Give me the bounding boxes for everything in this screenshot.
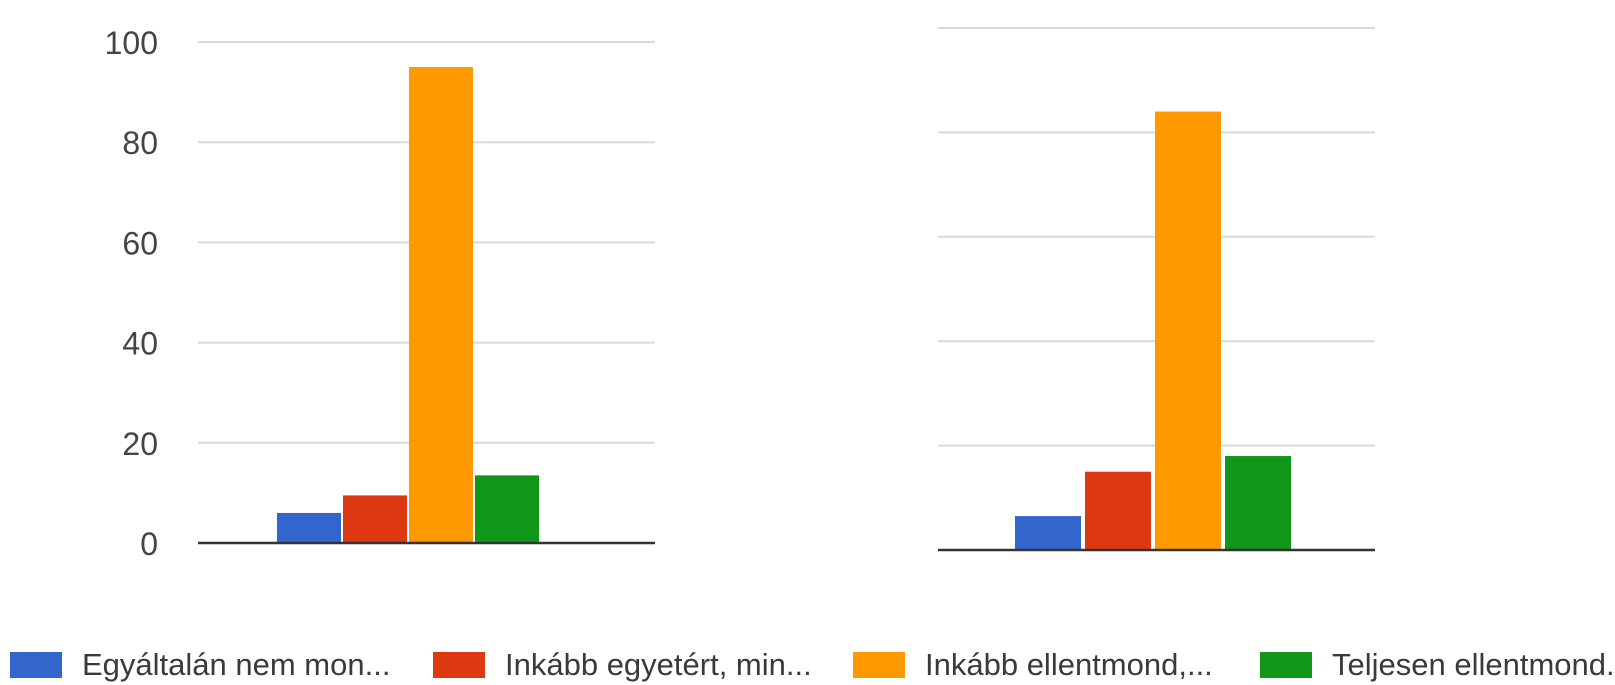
legend-item-2[interactable]: Inkább egyetért, min... [433, 647, 812, 683]
legend-item-1[interactable]: Egyáltalán nem mon... [10, 647, 390, 683]
y-tick-label: 0 [140, 526, 158, 562]
legend: Egyáltalán nem mon... Inkább egyetért, m… [10, 645, 1615, 685]
y-tick-label: 40 [122, 326, 158, 362]
bar [1155, 111, 1221, 551]
bar [1015, 516, 1081, 550]
y-tick-label: 20 [122, 426, 158, 462]
bar [409, 67, 473, 544]
legend-swatch-4 [1260, 652, 1312, 678]
legend-label-3: Inkább ellentmond,... [925, 647, 1213, 682]
left-bar-chart: 0 20 40 60 80 100 [105, 25, 655, 562]
bar [343, 495, 407, 543]
legend-label-1: Egyáltalán nem mon... [82, 647, 391, 682]
legend-label-2: Inkább egyetért, min... [505, 647, 812, 682]
bar [475, 475, 539, 543]
y-tick-label: 60 [122, 225, 158, 261]
y-tick-label: 80 [122, 125, 158, 161]
bar [1085, 471, 1151, 550]
right-bar-chart [938, 27, 1375, 552]
legend-swatch-1 [10, 652, 62, 678]
legend-swatch-3 [853, 652, 905, 678]
bar [277, 512, 341, 543]
bar [1225, 456, 1291, 550]
legend-item-3[interactable]: Inkább ellentmond,... [853, 647, 1213, 683]
legend-item-4[interactable]: Teljesen ellentmond. [1260, 647, 1615, 683]
y-tick-label: 100 [105, 25, 158, 61]
legend-swatch-2 [433, 652, 485, 678]
legend-label-4: Teljesen ellentmond. [1332, 647, 1615, 682]
